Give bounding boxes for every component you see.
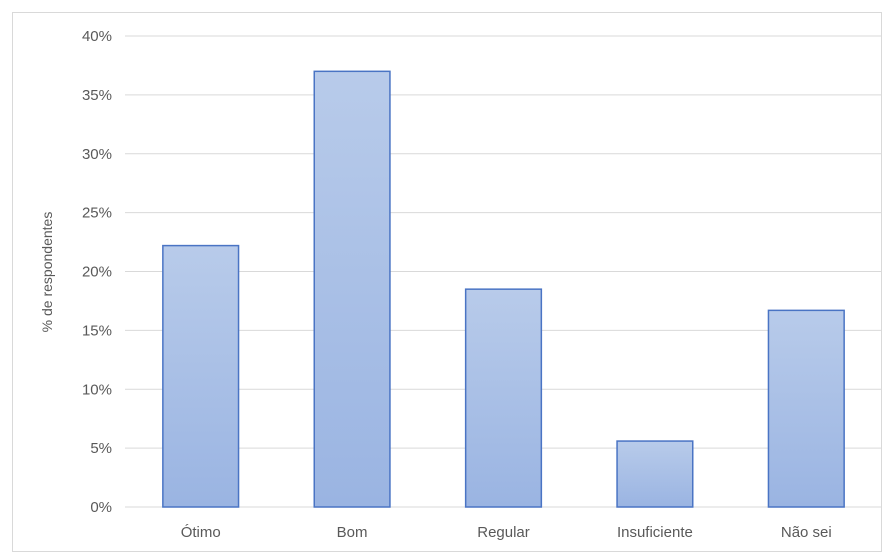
bar-4 [767, 309, 845, 508]
bar-1 [313, 70, 391, 508]
bar-3 [616, 440, 694, 508]
y-tick-label: 10% [82, 381, 112, 398]
bar-2 [464, 288, 543, 508]
y-tick-label: 40% [82, 28, 112, 45]
y-tick-label: 0% [90, 499, 112, 516]
chart-frame [12, 12, 882, 552]
y-tick-label: 5% [90, 440, 112, 457]
y-tick-label: 35% [82, 87, 112, 104]
x-tick-label: Não sei [781, 524, 832, 541]
x-tick-label: Insuficiente [617, 524, 693, 541]
y-axis-ticks: 0% 5% 10% 15% 20% 25% 30% 35% 40% [82, 28, 112, 516]
x-axis-ticks: Ótimo Bom Regular Insuficiente Não sei [181, 524, 832, 541]
y-tick-label: 30% [82, 146, 112, 163]
x-tick-label: Bom [337, 524, 368, 541]
gridlines [125, 35, 882, 508]
y-tick-label: 20% [82, 264, 112, 281]
x-tick-label: Regular [477, 524, 530, 541]
y-tick-label: 25% [82, 205, 112, 222]
bars [162, 70, 845, 508]
x-tick-label: Ótimo [181, 524, 221, 541]
y-tick-label: 15% [82, 322, 112, 339]
y-axis-title: % de respondentes [39, 212, 55, 333]
bar-0 [162, 244, 240, 508]
